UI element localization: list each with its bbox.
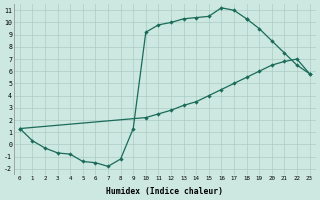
X-axis label: Humidex (Indice chaleur): Humidex (Indice chaleur) <box>106 187 223 196</box>
